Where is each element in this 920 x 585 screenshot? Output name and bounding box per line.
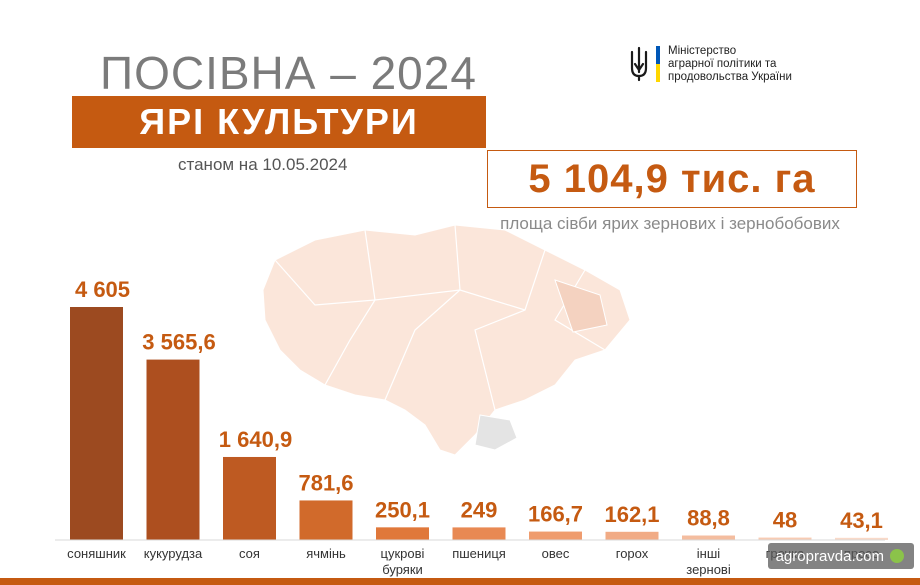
bar-3 xyxy=(299,500,353,540)
bar-10 xyxy=(835,537,888,540)
data-label: 250,1 xyxy=(375,497,430,522)
data-label: 781,6 xyxy=(298,470,353,495)
category-label: соя xyxy=(239,546,260,561)
category-label: інші xyxy=(697,546,720,561)
as-of-date: станом на 10.05.2024 xyxy=(178,155,348,174)
data-label: 162,1 xyxy=(604,502,659,527)
page-title: ПОСІВНА – 2024 xyxy=(100,47,477,99)
ukraine-map-background xyxy=(262,224,631,456)
category-label: зернові xyxy=(686,562,731,577)
ministry-name-line: аграрної політики та xyxy=(668,57,777,70)
category-label: ячмінь xyxy=(306,546,346,561)
bar-1 xyxy=(146,359,200,540)
ministry-logo: Міністерство аграрної політики та продов… xyxy=(628,44,818,84)
category-label: буряки xyxy=(382,562,423,577)
category-label: пшениця xyxy=(452,546,506,561)
data-label: 43,1 xyxy=(840,508,883,533)
data-label: 48 xyxy=(773,508,797,533)
data-label: 4 605 xyxy=(75,277,130,302)
category-label: соняшник xyxy=(67,546,126,561)
trident-icon xyxy=(630,46,648,82)
watermark-text: agropravda.com xyxy=(775,547,884,565)
bottom-rule xyxy=(0,578,920,585)
data-label: 88,8 xyxy=(687,506,730,531)
category-label: цукрові xyxy=(381,546,425,561)
data-label: 1 640,9 xyxy=(219,427,292,452)
leaf-icon xyxy=(890,549,904,563)
category-label: кукурудза xyxy=(144,546,203,561)
bar-5 xyxy=(452,527,506,540)
watermark: agropravda.com xyxy=(767,543,914,569)
bar-2 xyxy=(223,456,276,540)
data-label: 166,7 xyxy=(528,502,583,527)
bar-9 xyxy=(758,537,812,540)
flag-icon xyxy=(656,46,660,82)
category-label: горох xyxy=(616,546,649,561)
bar-0 xyxy=(70,307,123,540)
bar-4 xyxy=(376,527,429,540)
category-label: овес xyxy=(542,546,570,561)
total-area-caption: площа сівби ярих зернових і зернобобових xyxy=(500,214,840,233)
bar-7 xyxy=(605,531,659,540)
bar-8 xyxy=(682,535,735,540)
ministry-name-line: Міністерство xyxy=(668,44,737,57)
ministry-name-line: продовольства України xyxy=(668,70,792,83)
subtitle-banner: ЯРІ КУЛЬТУРИ xyxy=(72,96,486,148)
bar-6 xyxy=(529,531,582,540)
total-area-value: 5 104,9 тис. га xyxy=(487,150,857,208)
data-label: 3 565,6 xyxy=(142,330,215,355)
ministry-name: Міністерство аграрної політики та продов… xyxy=(668,45,818,84)
bars-layer: 4 605 соняшник 3 565,6 кукурудза 1 640,9 соя 7… xyxy=(67,277,888,577)
data-label: 249 xyxy=(461,497,498,522)
